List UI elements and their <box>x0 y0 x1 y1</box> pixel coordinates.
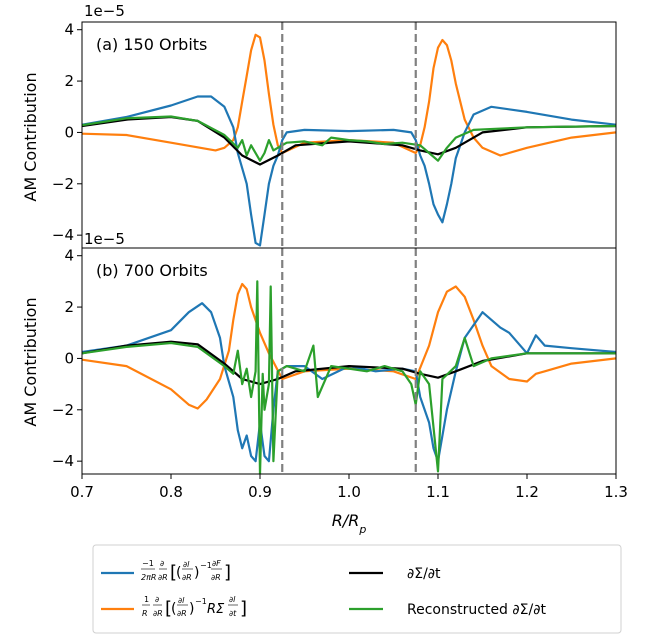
svg-text:−1: −1 <box>142 559 154 568</box>
panel-a: 1e−5 −4 −2 0 2 4 (a) 150 Orbits AM Contribut… <box>21 2 617 249</box>
panel-b: 1e−5 −4 −2 0 2 4 0.7 0.8 0.9 1.0 1.1 1.2 1.3 (b) 7… <box>21 230 628 536</box>
svg-text:∂F: ∂F <box>212 559 221 568</box>
svg-text:∂R: ∂R <box>177 609 187 618</box>
legend-label-torque: 1 R ∂ ∂R [ ( ∂l ∂R ) −1 RΣ ∂l ∂t ] <box>142 595 247 619</box>
svg-text:R: R <box>142 609 148 618</box>
panel-a-y-axis: −4 −2 0 2 4 <box>52 21 82 244</box>
svg-text:−1: −1 <box>200 561 212 570</box>
panel-b-ytick-label: −2 <box>52 401 74 419</box>
panel-b-ytick-label: 2 <box>64 298 74 316</box>
svg-text:∂: ∂ <box>155 595 159 604</box>
svg-text:∂l: ∂l <box>229 595 236 604</box>
panel-b-series-flux <box>82 302 616 463</box>
svg-text:∂l: ∂l <box>178 596 185 605</box>
svg-text:[: [ <box>165 598 172 619</box>
panel-a-ytick-label: 2 <box>64 72 74 90</box>
panel-a-title: (a) 150 Orbits <box>96 35 207 54</box>
svg-text:−1: −1 <box>195 597 207 606</box>
panel-a-series-flux <box>82 95 616 247</box>
svg-text:∂l: ∂l <box>183 560 190 569</box>
svg-text:(: ( <box>176 565 181 581</box>
panel-a-series-recon <box>82 115 616 162</box>
svg-text:1: 1 <box>144 595 149 604</box>
svg-text:∂t: ∂t <box>229 609 237 618</box>
panel-a-ytick-label: −2 <box>52 175 74 193</box>
panel-a-frame <box>81 21 617 249</box>
panel-b-x-axis: 0.7 0.8 0.9 1.0 1.1 1.2 1.3 <box>70 474 628 501</box>
svg-text:∂: ∂ <box>160 559 164 568</box>
xtick-label: 1.0 <box>337 483 361 501</box>
panel-a-ytick-label: 0 <box>64 123 74 141</box>
legend-frame <box>92 544 622 634</box>
svg-text:(: ( <box>171 601 176 617</box>
panel-b-y-axis-label: AM Contribution <box>21 297 40 426</box>
panel-a-y-scale-label: 1e−5 <box>84 2 125 20</box>
panel-a-y-axis-label: AM Contribution <box>21 72 40 201</box>
svg-text:]: ] <box>240 598 247 619</box>
x-axis-label: R/Rp <box>332 511 367 536</box>
svg-text:∂R: ∂R <box>182 573 192 582</box>
panel-b-frame <box>81 247 617 475</box>
svg-text:]: ] <box>224 562 231 583</box>
panel-a-ytick-label: −4 <box>52 226 74 244</box>
xtick-label: 0.8 <box>159 483 183 501</box>
panel-b-plot-area <box>82 248 616 474</box>
legend: −1 2πR ∂ ∂R [ ( ∂l ∂R ) −1 ∂F ∂R ] 1 R ∂… <box>92 544 622 634</box>
panel-b-title: (b) 700 Orbits <box>96 261 208 280</box>
panel-b-series-torque <box>82 282 616 410</box>
panel-b-y-scale-label: 1e−5 <box>84 230 125 248</box>
xtick-label: 1.3 <box>604 483 628 501</box>
xtick-label: 0.7 <box>70 483 94 501</box>
svg-text:∂R: ∂R <box>211 573 221 582</box>
svg-text:∂R: ∂R <box>158 573 168 582</box>
svg-text:): ) <box>194 565 199 581</box>
xtick-label: 1.1 <box>426 483 450 501</box>
xtick-label: 0.9 <box>248 483 272 501</box>
legend-label-flux: −1 2πR ∂ ∂R [ ( ∂l ∂R ) −1 ∂F ∂R ] <box>141 559 231 583</box>
panel-a-ytick-label: 4 <box>64 21 74 39</box>
panel-b-ytick-label: −4 <box>52 452 74 470</box>
panel-b-ytick-label: 4 <box>64 247 74 265</box>
panel-b-series-dsigma <box>82 340 616 386</box>
svg-text:∂R: ∂R <box>153 609 163 618</box>
legend-label-recon: Reconstructed ∂Σ/∂t <box>407 602 546 618</box>
panel-b-ytick-label: 0 <box>64 349 74 367</box>
svg-text:): ) <box>189 601 194 617</box>
svg-text:2πR: 2πR <box>141 573 156 582</box>
panel-a-plot-area <box>82 22 616 248</box>
legend-label-dsigma: ∂Σ/∂t <box>407 566 441 582</box>
xtick-label: 1.2 <box>515 483 539 501</box>
svg-text:[: [ <box>170 562 177 583</box>
svg-text:RΣ: RΣ <box>207 602 225 617</box>
panel-b-y-axis: −4 −2 0 2 4 <box>52 247 82 470</box>
panel-b-series-recon <box>82 280 616 474</box>
